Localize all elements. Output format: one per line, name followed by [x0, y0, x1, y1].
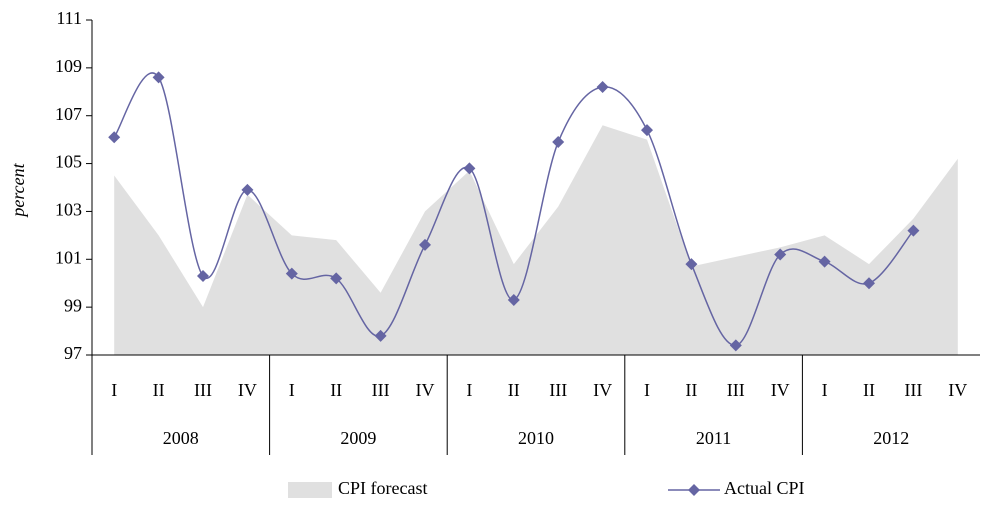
y-tick-label: 103 [55, 200, 82, 220]
legend-swatch [288, 482, 332, 498]
x-tick-label: I [289, 380, 295, 400]
legend-marker [688, 484, 700, 496]
cpi-marker [641, 124, 653, 137]
cpi-marker [108, 131, 121, 144]
cpi-marker [685, 258, 698, 271]
x-tick-label: II [153, 380, 165, 400]
x-group-label: 2008 [163, 428, 199, 448]
x-group-label: 2011 [696, 428, 731, 448]
x-group-label: 2010 [518, 428, 554, 448]
x-tick-label: III [372, 380, 390, 400]
cpi-marker [152, 71, 165, 84]
cpi-marker [241, 183, 254, 196]
y-tick-label: 107 [55, 104, 82, 124]
cpi-marker [463, 162, 476, 175]
x-tick-label: III [549, 380, 567, 400]
y-tick-label: 101 [55, 247, 82, 267]
legend-label: CPI forecast [338, 478, 427, 498]
cpi-marker [818, 255, 831, 268]
forecast-area [114, 125, 958, 356]
x-tick-label: III [727, 380, 745, 400]
cpi-marker [729, 339, 742, 352]
y-tick-label: 99 [64, 295, 82, 315]
cpi-marker [330, 272, 343, 285]
x-tick-label: I [822, 380, 828, 400]
x-tick-label: I [466, 380, 472, 400]
cpi-marker [419, 238, 431, 251]
y-tick-label: 109 [55, 56, 82, 76]
y-tick-label: 97 [64, 343, 82, 363]
cpi-marker [552, 136, 565, 149]
cpi-line [113, 72, 914, 347]
x-group-label: 2012 [873, 428, 909, 448]
x-tick-label: IV [771, 380, 790, 400]
x-tick-label: IV [593, 380, 612, 400]
x-tick-label: II [330, 380, 342, 400]
x-tick-label: I [644, 380, 650, 400]
x-tick-label: II [685, 380, 697, 400]
legend-label: Actual CPI [724, 478, 805, 498]
x-tick-label: III [904, 380, 922, 400]
cpi-marker [907, 224, 920, 237]
x-tick-label: II [863, 380, 875, 400]
x-tick-label: III [194, 380, 212, 400]
cpi-marker [374, 329, 387, 342]
x-tick-label: IV [238, 380, 257, 400]
cpi-marker [774, 248, 787, 261]
x-tick-label: I [111, 380, 117, 400]
cpi-marker [596, 81, 609, 93]
x-tick-label: II [508, 380, 520, 400]
y-tick-label: 105 [55, 152, 82, 172]
cpi-marker [863, 277, 875, 290]
cpi-marker [197, 270, 209, 283]
y-axis-label: percent [8, 162, 28, 218]
cpi-marker [507, 293, 520, 306]
x-group-label: 2009 [340, 428, 376, 448]
y-tick-label: 111 [56, 8, 82, 28]
x-tick-label: IV [948, 380, 967, 400]
x-tick-label: IV [416, 380, 435, 400]
cpi-marker [285, 267, 298, 280]
